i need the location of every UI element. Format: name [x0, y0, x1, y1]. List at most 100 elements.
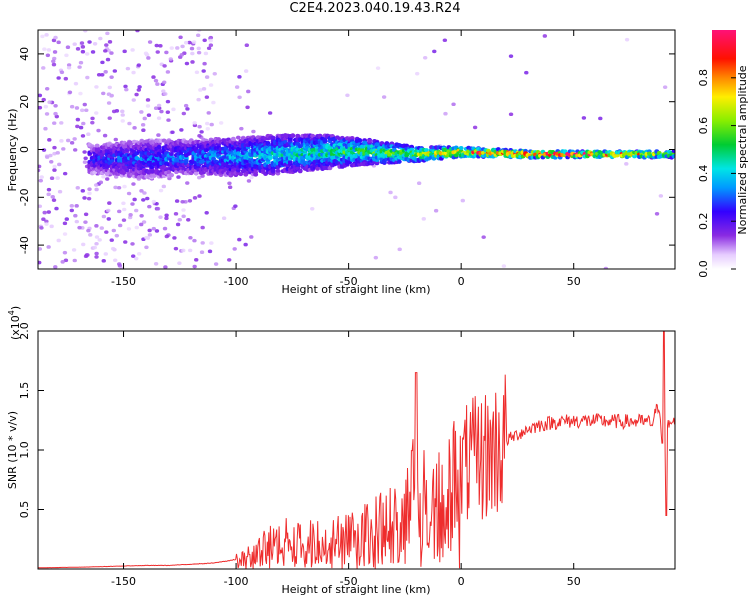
heatmap-cell: [213, 262, 219, 266]
heatmap-cell: [109, 51, 114, 55]
heatmap-cell: [212, 72, 217, 76]
heatmap-cell: [92, 245, 98, 250]
heatmap-cell: [161, 89, 166, 93]
heatmap-cell: [114, 233, 120, 238]
heatmap-cell: [185, 107, 190, 111]
heatmap-cell: [38, 93, 43, 98]
heatmap-cell: [614, 153, 620, 158]
heatmap-cell: [74, 219, 80, 224]
heatmap-cell: [117, 263, 123, 268]
heatmap-cell: [208, 43, 214, 48]
heatmap-cell: [139, 189, 144, 193]
x-tick-label: 0: [458, 575, 465, 588]
heatmap-cell: [94, 241, 99, 246]
y-tick-label: 40: [18, 47, 31, 61]
heatmap-cell: [195, 33, 201, 38]
heatmap-cell: [48, 153, 53, 158]
heatmap-cell: [99, 226, 104, 230]
heatmap-cell: [53, 111, 58, 116]
heatmap-y-ticks: -40 -20 0 20 40: [18, 47, 675, 254]
heatmap-cell: [159, 109, 164, 114]
heatmap-cell: [207, 249, 213, 254]
heatmap-cell: [69, 208, 75, 213]
heatmap-cell: [46, 48, 52, 52]
heatmap-cell: [75, 124, 80, 129]
heatmap-cell: [197, 194, 202, 198]
heatmap-cell: [109, 75, 114, 79]
heatmap-cell: [424, 148, 429, 153]
heatmap-cell: [49, 224, 54, 229]
heatmap-cell: [124, 168, 130, 173]
y-tick-label: 0: [18, 146, 31, 153]
heatmap-cell: [42, 47, 47, 51]
heatmap-cell: [113, 185, 118, 190]
page-title: C2E4.2023.040.19.43.R24: [289, 1, 461, 16]
heatmap-marks: [38, 30, 675, 269]
heatmap-cell: [151, 75, 156, 79]
heatmap-cell: [460, 198, 465, 203]
heatmap-cell: [181, 111, 187, 116]
x-tick-label: -150: [111, 575, 136, 588]
heatmap-cell: [237, 75, 242, 79]
heatmap-cell: [239, 126, 244, 131]
snr-xlabel: Height of straight line (km): [281, 583, 430, 596]
heatmap-cell: [105, 31, 110, 36]
heatmap-cell: [79, 41, 85, 45]
heatmap-cell: [134, 256, 139, 261]
heatmap-cell: [113, 258, 118, 263]
heatmap-cell: [200, 225, 205, 230]
heatmap-cell: [357, 138, 363, 143]
y-tick-label: -40: [18, 236, 31, 254]
heatmap-cell: [191, 40, 197, 44]
heatmap-cell: [75, 47, 81, 51]
heatmap-cell: [155, 82, 160, 86]
heatmap-cell: [145, 196, 150, 201]
heatmap-cell: [211, 100, 216, 105]
heatmap-cell: [171, 107, 176, 112]
heatmap-cell: [197, 124, 202, 129]
heatmap-cell: [176, 175, 181, 179]
heatmap-cell: [146, 56, 151, 60]
heatmap-cell: [204, 95, 210, 99]
heatmap-cell: [45, 155, 50, 159]
heatmap-cell: [128, 213, 133, 217]
heatmap-cell: [205, 126, 210, 131]
heatmap-cell: [51, 38, 57, 43]
colorbar-tick-label: 0.4: [697, 165, 710, 183]
heatmap-cell: [227, 185, 233, 190]
heatmap-cell: [45, 53, 51, 58]
heatmap-cell: [59, 121, 64, 125]
heatmap-cell: [204, 210, 209, 215]
heatmap-cell: [130, 242, 135, 246]
heatmap-cell: [327, 166, 333, 171]
heatmap-cell: [88, 233, 93, 237]
heatmap-cell: [287, 136, 293, 141]
heatmap-cell: [83, 254, 89, 259]
heatmap-cell: [86, 196, 92, 201]
heatmap-cell: [80, 189, 86, 193]
heatmap-cell: [144, 245, 149, 250]
heatmap-cell: [139, 213, 144, 218]
heatmap-cell: [200, 241, 205, 245]
heatmap-cell: [267, 111, 273, 115]
heatmap-cell: [177, 217, 182, 222]
heatmap-cell: [131, 182, 136, 186]
heatmap-cell: [62, 232, 68, 236]
heatmap-cell: [130, 254, 136, 258]
heatmap-cell: [43, 126, 48, 131]
heatmap-cell: [38, 105, 43, 110]
colorbar-tick-label: 0.6: [697, 117, 710, 135]
heatmap-cell: [409, 144, 415, 149]
heatmap-cell: [47, 138, 52, 142]
heatmap-cell: [165, 110, 171, 114]
heatmap-cell: [107, 40, 113, 44]
heatmap-cell: [113, 137, 118, 142]
heatmap-cell: [179, 53, 184, 57]
heatmap-cell: [164, 234, 170, 239]
heatmap-cell: [94, 255, 99, 259]
heatmap-cell: [62, 250, 68, 255]
heatmap-cell: [136, 88, 141, 92]
heatmap-cell: [74, 204, 79, 208]
heatmap-cell: [233, 204, 238, 208]
